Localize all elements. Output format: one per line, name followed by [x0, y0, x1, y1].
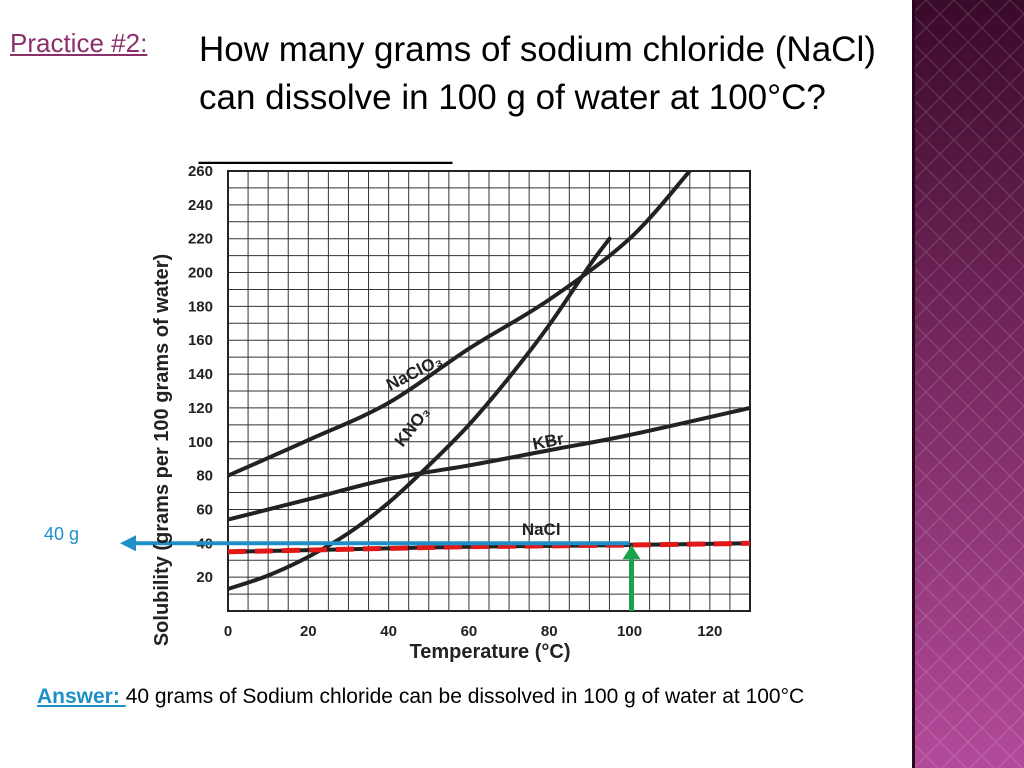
x-tick-label: 80 — [541, 623, 558, 640]
curve-kno3 — [228, 236, 612, 591]
y-tick-label: 200 — [188, 265, 213, 282]
solubility-curves — [228, 171, 750, 591]
y-tick-label: 100 — [188, 434, 213, 451]
question-text: How many grams of sodium chloride (NaCl)… — [199, 30, 876, 165]
x-tick-label: 0 — [224, 623, 232, 640]
curve-naclo3 — [228, 171, 692, 478]
axis-ticks: 0204060801001202040608010012014016018020… — [188, 163, 722, 640]
curve-kbr — [228, 405, 750, 522]
decorative-side-panel — [912, 0, 1024, 768]
vertical-arrow-head — [622, 545, 641, 560]
answer-text: 40 grams of Sodium chloride can be disso… — [125, 685, 805, 708]
x-axis-title: Temperature (°C) — [410, 641, 571, 663]
nacl-highlight-dashed — [228, 540, 750, 555]
x-tick-label: 60 — [461, 623, 478, 640]
chart-grid — [227, 170, 751, 612]
value-marker-label: 40 g — [44, 524, 80, 544]
y-tick-label: 140 — [188, 366, 213, 383]
y-tick-label: 260 — [188, 163, 213, 180]
x-tick-label: 120 — [697, 623, 722, 640]
x-tick-label: 100 — [617, 623, 642, 640]
x-tick-label: 20 — [300, 623, 317, 640]
y-axis-title: Solubility (grams per 100 grams of water… — [151, 254, 173, 646]
y-tick-label: 60 — [196, 501, 213, 518]
y-tick-label: 20 — [196, 569, 213, 586]
solubility-chart: 0204060801001202040608010012014016018020… — [120, 163, 751, 663]
y-tick-label: 220 — [188, 231, 213, 248]
y-tick-label: 80 — [196, 468, 213, 485]
horizontal-arrow-head — [120, 535, 136, 552]
y-tick-label: 120 — [188, 400, 213, 417]
y-tick-label: 160 — [188, 332, 213, 349]
y-tick-label: 240 — [188, 197, 213, 214]
x-tick-label: 40 — [380, 623, 397, 640]
practice-label: Practice #2: — [10, 28, 148, 58]
y-tick-label: 180 — [188, 298, 213, 315]
answer-markers — [120, 535, 641, 611]
curve-label-nacl: NaCl — [522, 520, 561, 539]
answer-block: Answer: 40 grams of Sodium chloride can … — [37, 682, 897, 712]
answer-label: Answer: — [37, 685, 126, 708]
